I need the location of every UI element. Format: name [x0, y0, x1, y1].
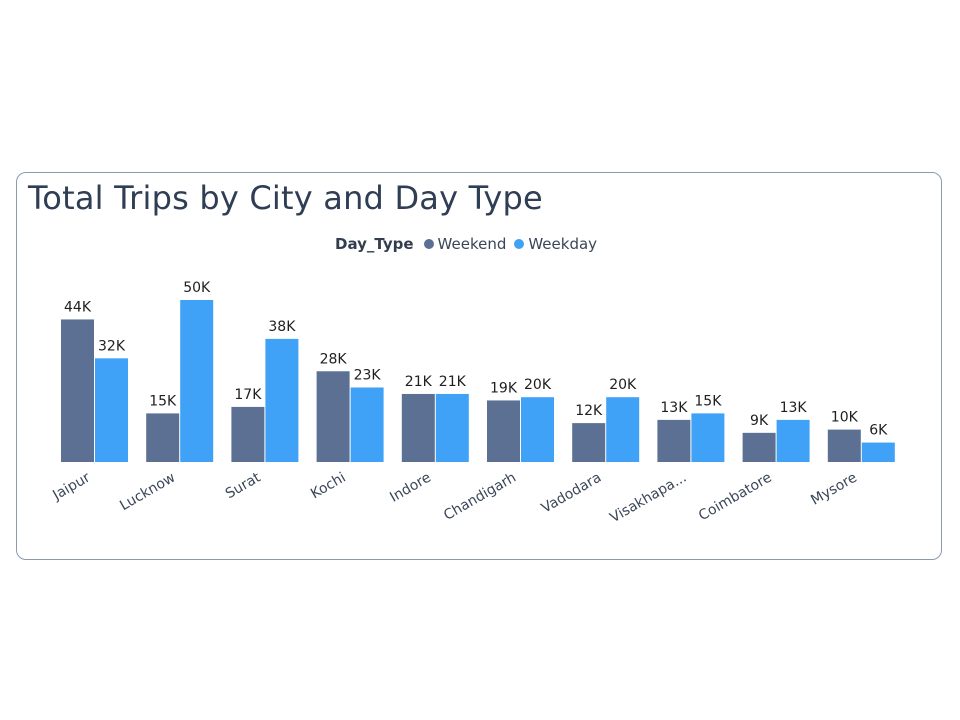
bar-surat-weekday[interactable]: [265, 338, 299, 462]
data-label-surat-weekday: 38K: [268, 319, 296, 335]
bar-visakhapa-weekday[interactable]: [691, 413, 725, 462]
bar-surat-weekend[interactable]: [231, 406, 265, 462]
x-tick-label-mysore: Mysore: [808, 470, 860, 509]
bar-jaipur-weekday[interactable]: [95, 358, 128, 462]
data-label-jaipur-weekend: 44K: [64, 299, 92, 315]
data-label-kochi-weekend: 28K: [320, 351, 348, 367]
data-label-coimbatore-weekday: 13K: [780, 400, 808, 416]
data-label-visakhapa-weekday: 15K: [694, 393, 722, 409]
bar-lucknow-weekday[interactable]: [180, 300, 214, 462]
legend-item-weekend[interactable]: Weekend: [423, 235, 507, 253]
x-tick-label-surat: Surat: [223, 469, 264, 502]
data-label-lucknow-weekend: 15K: [149, 393, 177, 409]
bar-indore-weekend[interactable]: [401, 393, 435, 462]
x-tick-label-lucknow: Lucknow: [117, 470, 178, 514]
chart-title: Total Trips by City and Day Type: [28, 179, 543, 217]
bar-kochi-weekend[interactable]: [316, 371, 350, 462]
bar-kochi-weekday[interactable]: [350, 387, 384, 462]
bar-chandigarh-weekday[interactable]: [521, 397, 554, 462]
x-tick-label-indore: Indore: [387, 470, 434, 506]
legend-label-weekday: Weekday: [528, 235, 598, 253]
bar-vadodara-weekend[interactable]: [572, 423, 606, 462]
legend-dot-weekday-icon: [514, 239, 525, 249]
data-label-jaipur-weekday: 32K: [98, 338, 126, 354]
data-label-coimbatore-weekend: 9K: [750, 413, 769, 429]
data-label-mysore-weekend: 10K: [831, 410, 859, 426]
data-label-chandigarh-weekend: 19K: [490, 380, 518, 396]
data-label-chandigarh-weekday: 20K: [524, 377, 552, 393]
data-label-surat-weekend: 17K: [234, 387, 262, 403]
data-label-indore-weekday: 21K: [439, 374, 467, 390]
x-tick-label-jaipur: Jaipur: [49, 469, 93, 504]
legend: Day_Type Weekend Weekday: [335, 235, 605, 253]
data-label-lucknow-weekday: 50K: [183, 280, 211, 296]
data-label-kochi-weekday: 23K: [354, 367, 382, 383]
bar-coimbatore-weekday[interactable]: [776, 419, 810, 462]
bar-coimbatore-weekend[interactable]: [742, 432, 776, 462]
bar-vadodara-weekday[interactable]: [606, 397, 640, 462]
bar-visakhapa-weekend[interactable]: [657, 419, 691, 462]
bar-chandigarh-weekend[interactable]: [487, 400, 520, 462]
x-tick-label-chandigarh: Chandigarh: [441, 470, 519, 524]
legend-label-weekend: Weekend: [437, 235, 507, 253]
data-label-mysore-weekday: 6K: [869, 423, 888, 439]
x-tick-label-vadodara: Vadodara: [539, 470, 604, 517]
data-label-vadodara-weekend: 12K: [575, 403, 603, 419]
data-label-visakhapa-weekend: 13K: [660, 400, 688, 416]
data-label-vadodara-weekday: 20K: [609, 377, 637, 393]
x-tick-label-coimbatore: Coimbatore: [696, 470, 775, 525]
bar-mysore-weekend[interactable]: [827, 429, 861, 462]
data-label-indore-weekend: 21K: [405, 374, 433, 390]
legend-item-weekday[interactable]: Weekday: [514, 235, 597, 253]
bar-indore-weekday[interactable]: [435, 393, 469, 462]
bar-lucknow-weekend[interactable]: [146, 413, 180, 462]
bar-jaipur-weekend[interactable]: [61, 319, 94, 462]
legend-title: Day_Type: [335, 235, 414, 253]
x-tick-label-visakhapa: Visakhapa...: [607, 470, 689, 527]
x-tick-label-kochi: Kochi: [308, 470, 348, 503]
bar-mysore-weekday[interactable]: [861, 442, 895, 462]
chart-card: Total Trips by City and Day Type Day_Typ…: [16, 172, 942, 560]
legend-dot-weekend-icon: [423, 239, 434, 249]
